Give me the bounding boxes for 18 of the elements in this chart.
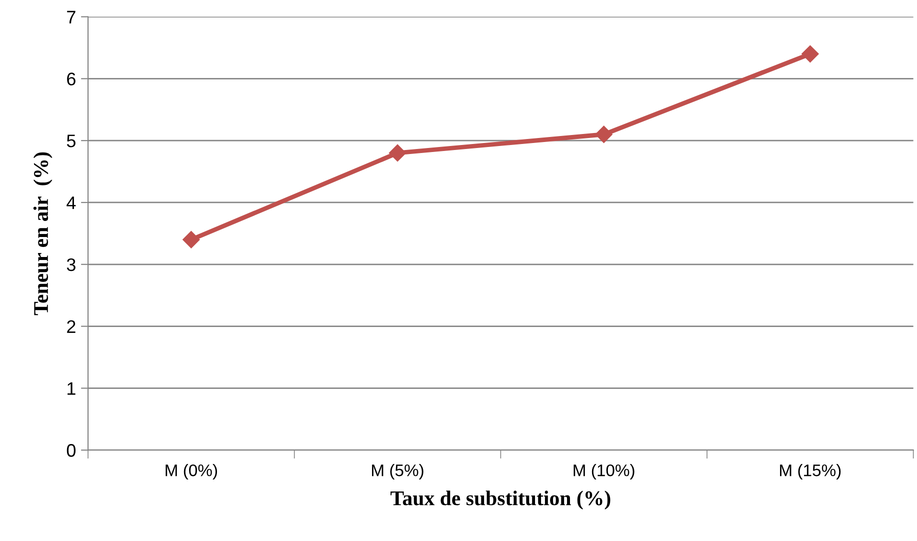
point: [182, 231, 200, 248]
y-tick-label: 5: [66, 134, 76, 148]
y-tick-label: 1: [68, 382, 76, 395]
y-tick-label: 0: [66, 444, 76, 457]
y-tick-label: 3: [66, 258, 76, 272]
y-tick-label: 2: [67, 320, 76, 333]
x-tick-label: M (5%): [372, 464, 424, 480]
y-tick-label: 4: [66, 196, 76, 210]
y-tick-label: 7: [67, 10, 76, 24]
x-axis-title: Taux de substitution (%): [390, 490, 610, 510]
point: [388, 144, 406, 162]
y-tick-label: 6: [67, 72, 76, 86]
x-tick-label: M (15%): [780, 464, 841, 480]
point: [802, 45, 819, 62]
point: [595, 126, 612, 143]
y-axis-title: Teneur en air (%): [33, 152, 52, 316]
x-tick-label: M (10%): [574, 464, 634, 480]
x-tick-label: M (0%): [166, 464, 218, 480]
